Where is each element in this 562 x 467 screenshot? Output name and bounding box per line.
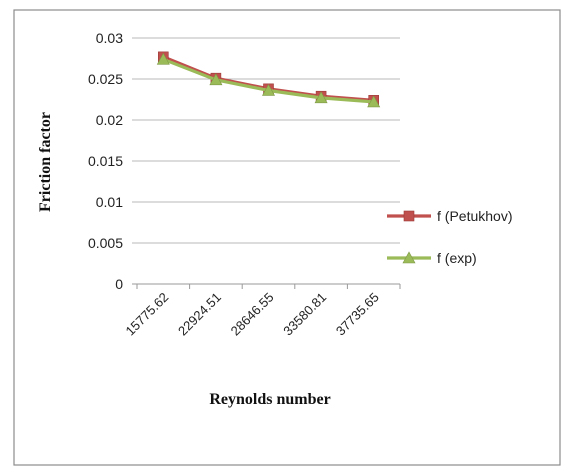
legend-label: f (exp) [437,250,477,266]
data-point [314,91,328,104]
data-point [209,73,223,86]
data-point [261,83,276,96]
y-tick-label: 0.03 [96,30,123,46]
legend-marker [403,210,415,222]
data-point [156,52,170,65]
series-group [156,52,381,108]
y-tick-label: 0.02 [96,112,123,128]
y-tick-label: 0 [115,276,123,292]
series-lines [156,51,381,108]
y-axis-title: Friction factor [37,112,54,212]
x-axis-title: Reynolds number [209,391,330,408]
y-tick-label: 0.015 [88,153,123,169]
legend-label: f (Petukhov) [437,208,512,224]
y-tick-label: 0.025 [88,71,123,87]
legend: f (Petukhov) f (exp) [387,208,512,266]
gridlines [132,37,401,289]
y-tick-label: 0.01 [96,194,123,210]
data-point [367,95,381,108]
y-tick-labels: 0 0.005 0.01 0.015 0.02 0.025 0.03 [88,30,123,292]
legend-marker [402,251,416,264]
chart-frame [13,9,561,466]
y-tick-label: 0.005 [88,235,123,251]
